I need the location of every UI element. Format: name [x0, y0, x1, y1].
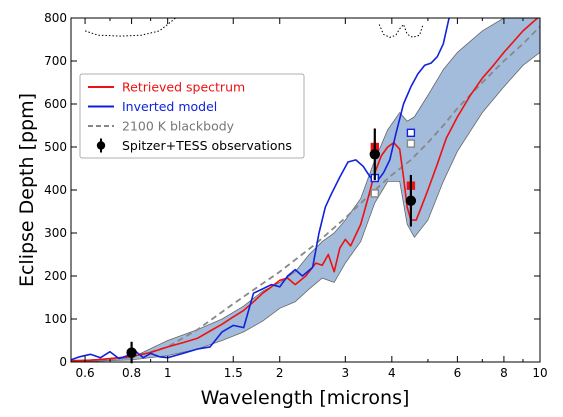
x-tick-label-5: 2	[276, 366, 284, 380]
x-tick-label-6: 3	[341, 366, 349, 380]
legend-label-4: Spitzer+TESS observations	[122, 138, 292, 153]
observation-point-2	[369, 149, 380, 160]
dotted-curve-2	[378, 23, 424, 38]
x-tick-label-7: 4	[388, 366, 396, 380]
y-tick-label-3: 200	[44, 269, 67, 283]
model-square-6	[406, 139, 416, 148]
series-retrieved-spectrum	[71, 18, 539, 362]
x-tick-label-3: 1	[164, 366, 172, 380]
observation-point-3	[405, 195, 417, 206]
legend-swatch-4	[96, 141, 106, 150]
uncertainty-band-layer	[71, 18, 540, 362]
x-tick-label-9: 8	[500, 366, 508, 380]
uncertainty-band	[71, 18, 540, 362]
legend-label-2: Inverted model	[122, 99, 217, 114]
x-tick-label-4: 1.5	[224, 366, 243, 380]
marker-layer	[126, 128, 417, 364]
y-tick-label-7: 600	[44, 97, 67, 111]
tick-layer: 0.6 0.8 1 1.5 2 3 4 6 8 1001002003004005006007008…	[44, 11, 548, 380]
legend-label-3: 2100 K blackbody	[122, 119, 235, 134]
model-square-5	[370, 189, 379, 198]
dotted-curve-1	[84, 18, 176, 37]
observation-point-1	[126, 347, 137, 358]
y-axis-label: Eclipse Depth [ppm]	[16, 93, 38, 287]
uncertainty-band-upper-edge	[71, 18, 506, 362]
uncertainty-band-lower-edge	[71, 52, 540, 362]
y-tick-label-8: 700	[44, 54, 67, 68]
dotted-curves-layer	[84, 18, 424, 38]
x-tick-label-2: 0.8	[122, 366, 141, 380]
y-tick-label-4: 300	[44, 226, 67, 240]
x-axis-label: Wavelength [microns]	[201, 387, 410, 409]
y-tick-label-2: 100	[44, 312, 67, 326]
y-tick-label-5: 400	[44, 183, 67, 197]
legend-label-1: Retrieved spectrum	[122, 80, 245, 95]
series-inverted-model	[71, 18, 450, 361]
x-tick-label-8: 6	[454, 366, 462, 380]
model-square-4	[406, 128, 416, 138]
x-tick-label-10: 10	[532, 366, 547, 380]
x-tick-label-1: 0.6	[76, 366, 95, 380]
legend: Retrieved spectrum Inverted model 2100 K b…	[79, 73, 305, 159]
y-tick-label-9: 800	[44, 11, 67, 25]
y-tick-label-6: 500	[44, 140, 67, 154]
legend-box	[79, 73, 305, 159]
series-layer	[71, 18, 540, 362]
y-tick-label-1: 0	[59, 355, 67, 369]
